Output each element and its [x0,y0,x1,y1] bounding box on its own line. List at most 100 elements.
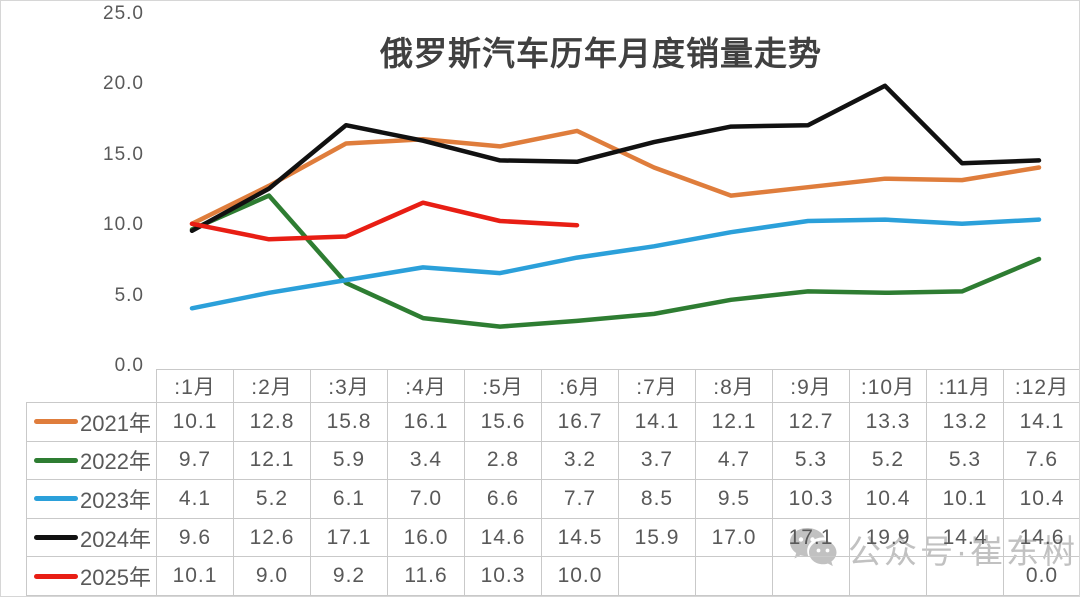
value-cell: 16.1 [387,402,465,442]
legend-swatch [34,419,79,425]
series-line-2025年 [189,200,580,242]
legend-swatch [34,457,79,463]
value-cell: 6.6 [464,479,542,519]
value-cell: 17.1 [772,517,850,558]
value-cell: 10.1 [156,556,234,596]
value-cell: 10.4 [1003,479,1079,519]
y-axis-tick-label: 25.0 [103,3,144,24]
value-cell: 13.2 [926,402,1004,442]
value-cell: 12.8 [233,402,311,442]
series-line-2021年 [189,128,1042,227]
value-cell: 17.0 [695,517,773,558]
value-cell: 4.1 [156,479,234,519]
value-cell: 7.7 [541,479,619,519]
value-cell: 10.3 [772,479,850,519]
y-axis-tick-label: 15.0 [103,143,144,165]
value-cell: 10.3 [464,556,542,596]
series-label: 2025年 [80,565,151,591]
series-label: 2021年 [80,410,151,436]
value-cell: 5.9 [310,440,388,481]
table-row: 2023年 4.1 5.2 6.1 7.0 6.6 7.7 8.5 9.5 10.3 10.4 10.… [26,479,1079,519]
month-header: :7月 [618,369,696,403]
table-body: 2021年 10.1 12.8 15.8 16.1 15.6 16.7 14.1 12.1 12.… [26,402,1079,596]
value-cell: 9.6 [156,517,234,558]
table-header-row: :1月:2月:3月:4月:5月:6月:7月:8月:9月:10月:11月:12月 [27,369,1079,403]
y-axis-tick-label: 5.0 [114,284,144,306]
month-header: :11月 [926,369,1004,403]
value-cell: 14.5 [541,517,619,558]
value-cell: 14.6 [464,517,542,558]
month-header: :1月 [156,369,234,403]
table-row: 2025年 10.1 9.0 9.2 11.6 10.3 10.0 0.0 [26,556,1079,596]
legend-swatch [34,535,79,541]
y-axis-tick-label: 0.0 [114,355,144,376]
value-cell: 14.4 [926,517,1004,558]
month-header: :12月 [1003,369,1079,403]
value-cell: 13.3 [849,402,927,442]
series-line-2024年 [189,83,1042,234]
month-header: :2月 [233,369,311,403]
table-row: 2021年 10.1 12.8 15.8 16.1 15.6 16.7 14.1 12.1 12.… [26,402,1079,442]
value-cell: 5.3 [926,440,1004,481]
legend-swatch [34,573,79,579]
series-line-2023年 [189,217,1042,311]
value-cell: 12.7 [772,402,850,442]
value-cell: 16.7 [541,402,619,442]
value-cell: 17.1 [310,517,388,558]
table-row: 2024年 9.6 12.6 17.1 16.0 14.6 14.5 15.9 17.0 17.1… [26,517,1079,558]
value-cell: 15.9 [618,517,696,558]
value-cell [772,556,850,596]
table-corner-cell [27,370,157,403]
legend-cell: 2025年 [26,556,157,596]
value-cell: 16.0 [387,517,465,558]
series-label: 2022年 [80,449,151,475]
y-axis-tick-label: 10.0 [103,214,144,236]
value-cell: 5.2 [849,440,927,481]
month-header: :10月 [849,369,927,403]
value-cell: 15.8 [310,402,388,442]
month-header: :8月 [695,369,773,403]
value-cell: 9.0 [233,556,311,596]
value-cell: 9.5 [695,479,773,519]
value-cell: 4.7 [695,440,773,481]
month-header: :3月 [310,369,388,403]
legend-cell: 2021年 [26,402,157,442]
value-cell: 11.6 [387,556,465,596]
value-cell: 14.1 [618,402,696,442]
value-cell: 7.6 [1003,440,1079,481]
value-cell: 12.1 [233,440,311,481]
value-cell [926,556,1004,596]
value-cell: 14.1 [1003,402,1079,442]
value-cell: 9.7 [156,440,234,481]
value-cell: 12.1 [695,402,773,442]
chart-title: 俄罗斯汽车历年月度销量走势 [380,35,822,72]
value-cell: 3.4 [387,440,465,481]
value-cell: 5.3 [772,440,850,481]
value-cell [618,556,696,596]
value-cell: 9.2 [310,556,388,596]
value-cell: 19.9 [849,517,927,558]
value-cell: 10.1 [926,479,1004,519]
value-cell: 14.6 [1003,517,1079,558]
value-cell: 8.5 [618,479,696,519]
legend-cell: 2023年 [26,479,157,519]
table-header-row: :1月:2月:3月:4月:5月:6月:7月:8月:9月:10月:11月:12月 [27,369,1079,403]
value-cell: 12.6 [233,517,311,558]
value-cell: 3.7 [618,440,696,481]
table-row: 2022年 9.7 12.1 5.9 3.4 2.8 3.2 3.7 4.7 5.3 5.2 5.3 7… [26,440,1079,481]
value-cell: 0.0 [1003,556,1079,596]
series-label: 2024年 [80,526,151,552]
series-line-2022年 [189,193,1042,329]
value-cell: 10.1 [156,402,234,442]
value-cell: 6.1 [310,479,388,519]
month-header: :5月 [464,369,542,403]
legend-cell: 2024年 [26,517,157,558]
month-header: :9月 [772,369,850,403]
value-cell: 10.0 [541,556,619,596]
value-cell: 5.2 [233,479,311,519]
month-header: :4月 [387,369,465,403]
value-cell: 10.4 [849,479,927,519]
series-label: 2023年 [80,487,151,513]
legend-swatch [34,496,79,502]
